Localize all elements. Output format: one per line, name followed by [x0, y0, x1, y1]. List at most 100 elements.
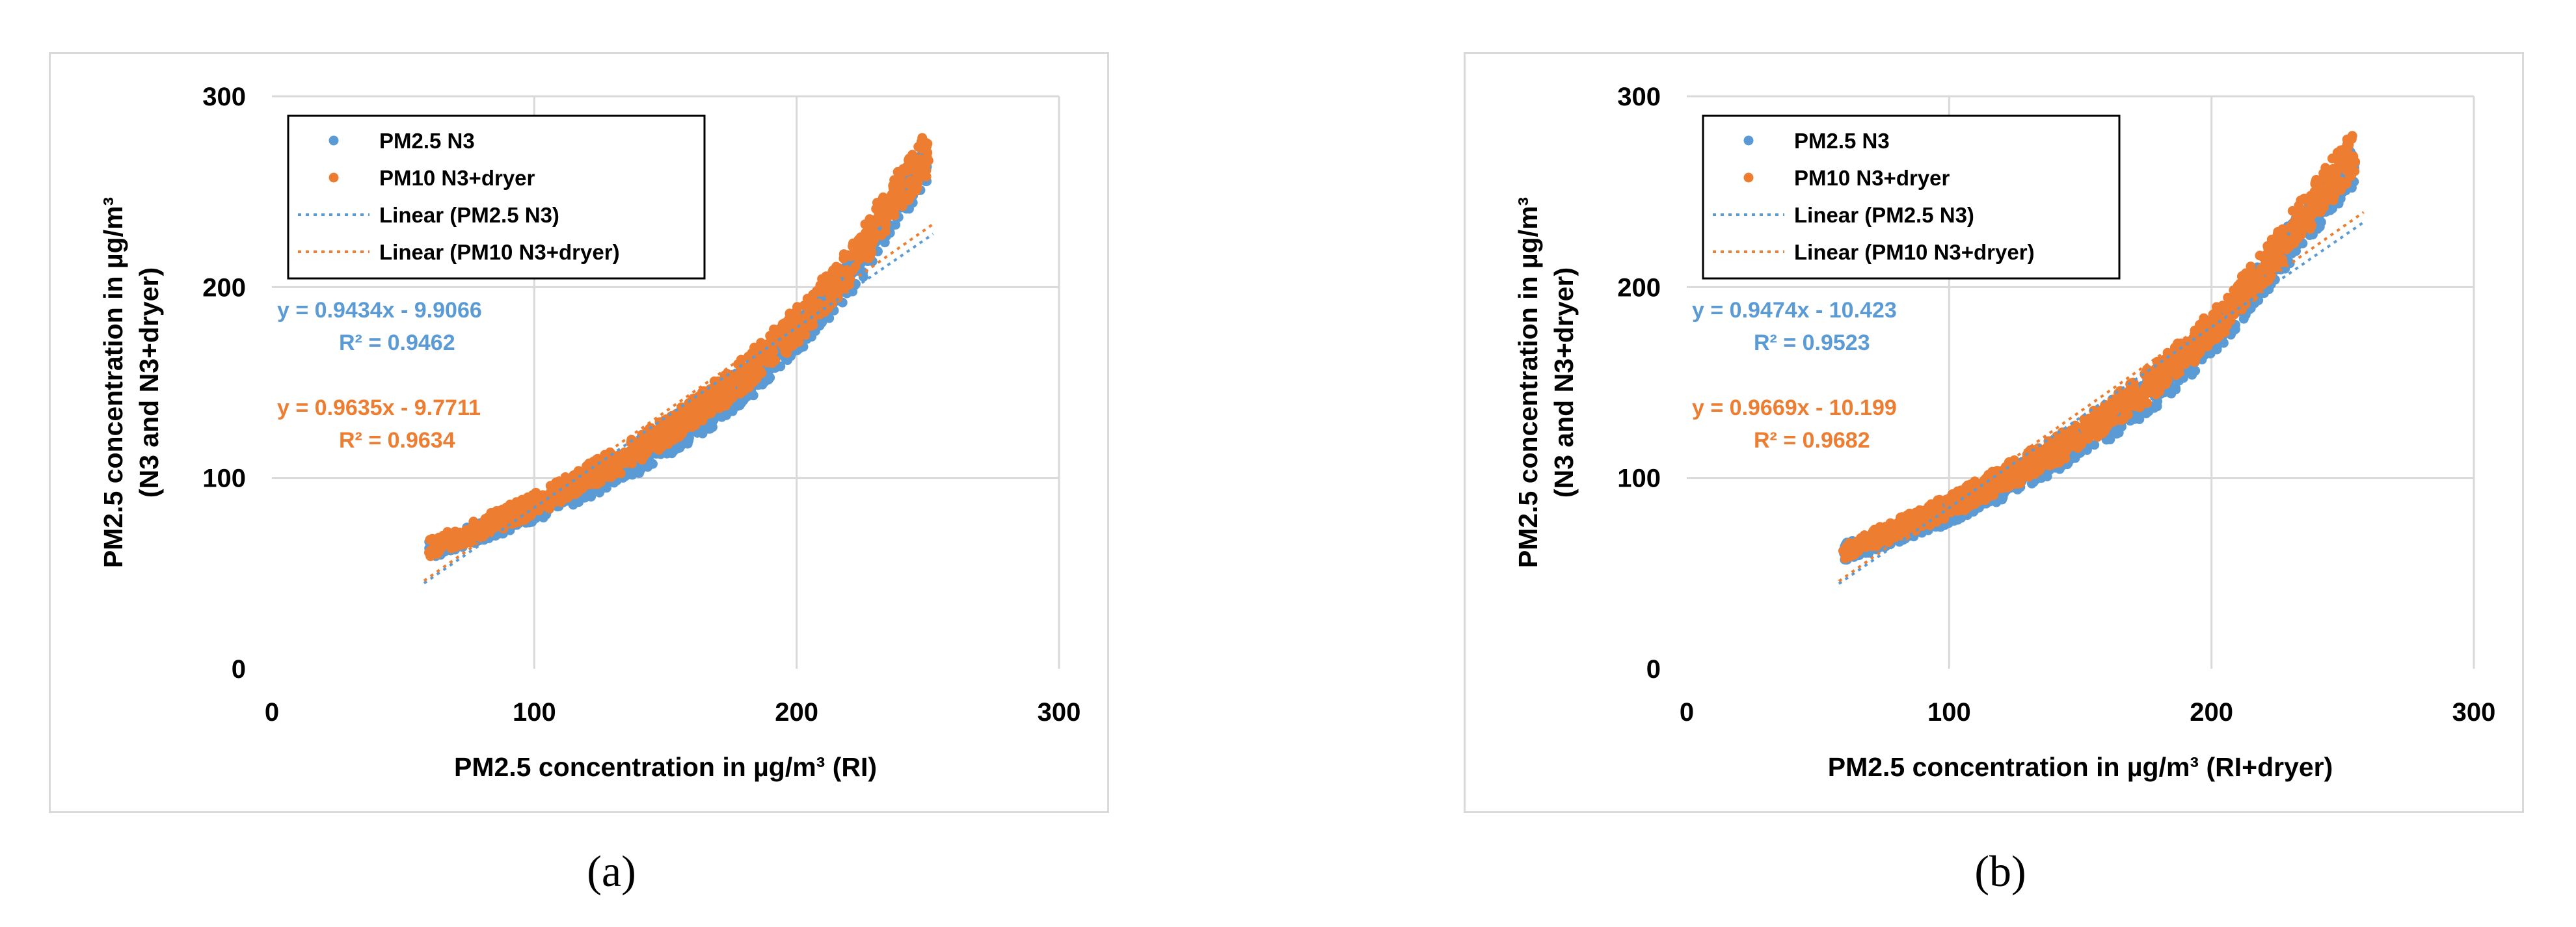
scatter-point	[1857, 535, 1867, 545]
scatter-point	[845, 267, 855, 277]
legend-box	[287, 114, 706, 280]
trendline-1	[423, 233, 934, 585]
scatter-point	[2134, 402, 2145, 412]
legend-marker-2	[329, 172, 339, 183]
scatter-point	[2281, 245, 2292, 255]
scatter-point	[704, 409, 714, 419]
scatter-point	[745, 362, 756, 373]
scatter-point	[823, 303, 833, 314]
scatter-point	[848, 241, 858, 252]
scatter-point	[1978, 486, 1988, 496]
scatter-point	[485, 518, 496, 529]
trendline-r2-1: R² = 0.9523	[1754, 330, 1870, 355]
legend: PM2.5 N3 PM10 N3+dryer Linear (PM2.5 N3) Li…	[1702, 114, 2121, 280]
scatter-point	[2296, 195, 2306, 206]
scatter-point	[678, 410, 689, 421]
x-axis-title: PM2.5 concentration in µg/m³ (RI)	[454, 752, 877, 782]
scatter-point	[888, 183, 898, 193]
scatter-point	[1959, 505, 1970, 515]
legend-label-2: PM10 N3+dryer	[1794, 166, 1950, 190]
scatter-point	[736, 355, 746, 365]
scatter-point	[2102, 413, 2113, 423]
scatter-point	[710, 394, 721, 405]
scatter-point	[528, 490, 538, 500]
legend-marker-1	[1743, 135, 1754, 146]
scatter-point	[2341, 165, 2352, 176]
scatter-point	[842, 250, 852, 261]
x-axis-title: PM2.5 concentration in µg/m³ (RI+dryer)	[1828, 752, 2333, 782]
scatter-point	[2028, 453, 2038, 463]
scatter-point	[2342, 157, 2352, 168]
scatter-point	[899, 194, 909, 204]
scatter-point	[1897, 512, 1907, 522]
scatter-point	[596, 477, 606, 487]
scatter-point	[721, 368, 732, 379]
scatter-chart-a: 0 100 200 300 0 100 200 300 PM2.5 concentration …	[98, 83, 1080, 782]
scatter-point	[425, 535, 435, 545]
scatter-point	[734, 400, 745, 410]
y-tick-label: 300	[1617, 83, 1661, 111]
scatter-point	[2248, 269, 2259, 279]
scatter-point	[425, 551, 436, 561]
scatter-point	[732, 388, 743, 399]
x-tick-label: 200	[2190, 698, 2233, 727]
scatter-point	[2179, 355, 2190, 365]
scatter-point	[2143, 406, 2154, 416]
y-axis-title-line2: (N3 and N3+dryer)	[134, 267, 164, 498]
scatter-point	[1946, 493, 1957, 504]
legend-label-3: Linear (PM2.5 N3)	[379, 203, 559, 227]
scatter-point	[2142, 364, 2153, 375]
scatter-point	[2009, 476, 2019, 487]
scatter-point	[2262, 262, 2272, 273]
scatter-point	[481, 528, 492, 538]
scatter-point	[654, 440, 664, 451]
scatter-point	[631, 451, 641, 461]
trendline-r2-1: R² = 0.9462	[339, 330, 455, 355]
scatter-point	[1884, 521, 1894, 531]
scatter-point	[671, 431, 681, 442]
scatter-point	[2093, 418, 2104, 429]
scatter-point	[1972, 492, 1982, 503]
scatter-point	[859, 235, 869, 245]
scatter-point	[2212, 302, 2222, 312]
scatter-point	[2335, 185, 2346, 195]
trendline-1	[1838, 221, 2365, 585]
scatter-point	[2305, 206, 2316, 216]
scatter-point	[2273, 241, 2283, 252]
scatter-point	[2318, 172, 2328, 183]
scatter-point	[429, 543, 439, 553]
scatter-point	[2108, 406, 2119, 416]
scatter-point	[2326, 183, 2337, 194]
y-axis-title-line2: (N3 and N3+dryer)	[1549, 267, 1579, 498]
scatter-point	[889, 210, 900, 221]
scatter-point	[1866, 541, 1877, 551]
scatter-point	[2117, 403, 2128, 414]
scatter-point	[675, 420, 685, 431]
scatter-point	[906, 165, 917, 175]
scatter-point	[1891, 530, 1901, 540]
y-tick-label: 300	[202, 83, 246, 111]
scatter-point	[1924, 502, 1934, 512]
chart-panel-a: 0 100 200 300 0 100 200 300 PM2.5 concentration …	[49, 52, 1109, 813]
legend-box	[1702, 114, 2121, 280]
legend-label-1: PM2.5 N3	[379, 129, 475, 153]
scatter-point	[2347, 131, 2357, 141]
scatter-point	[2237, 271, 2247, 281]
scatter-point	[907, 182, 918, 193]
trendline-equation-1: y = 0.9434x - 9.9066	[277, 298, 482, 323]
scatter-point	[865, 222, 875, 232]
scatter-point	[682, 421, 692, 431]
scatter-point	[2054, 453, 2064, 464]
scatter-point	[2166, 367, 2176, 377]
scatter-point	[545, 481, 556, 491]
scatter-point	[638, 429, 649, 440]
scatter-point	[691, 396, 702, 407]
scatter-point	[442, 527, 453, 537]
scatter-point	[621, 454, 631, 464]
trendline-equation-2: y = 0.9669x - 10.199	[1692, 396, 1897, 420]
scatter-point	[578, 479, 589, 490]
scatter-point	[2225, 296, 2235, 306]
y-tick-label: 0	[232, 655, 246, 684]
scatter-point	[854, 254, 865, 265]
scatter-point	[453, 533, 463, 543]
